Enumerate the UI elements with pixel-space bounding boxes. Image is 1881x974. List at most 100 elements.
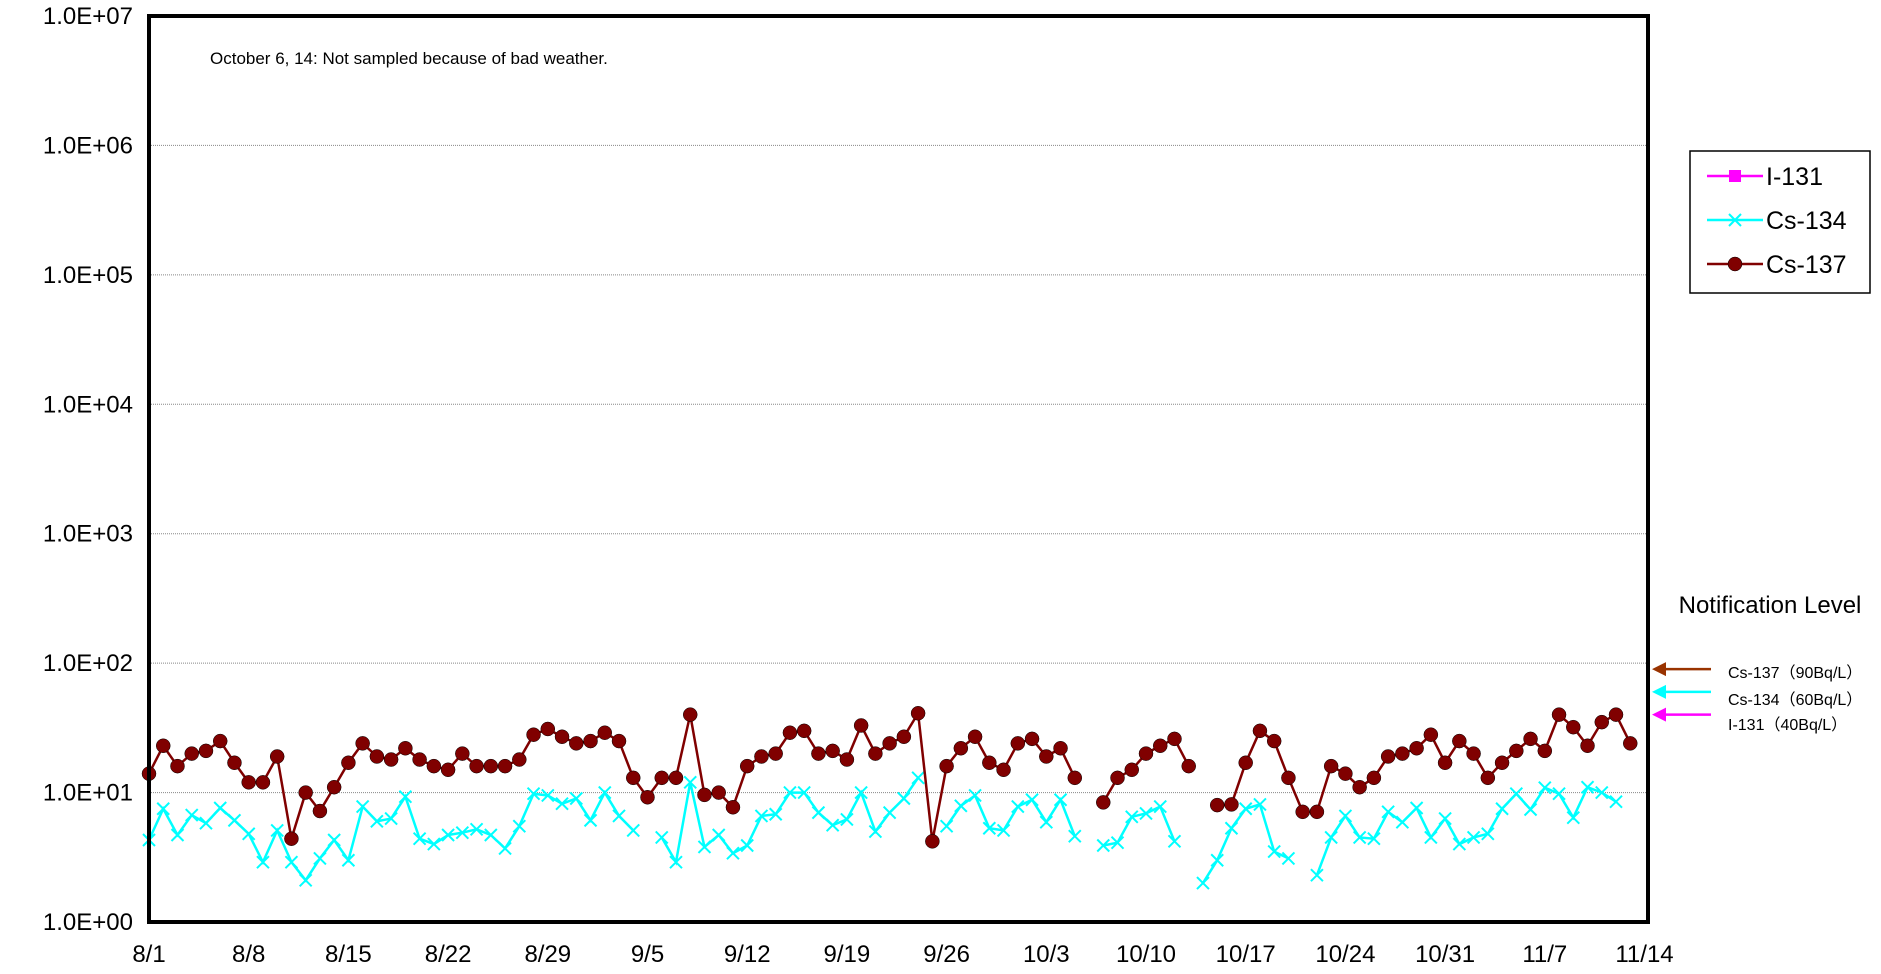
cs-134-point <box>797 785 811 800</box>
cs-134-point <box>911 771 925 785</box>
x-tick-label: 8/15 <box>325 941 372 968</box>
cs-137-point <box>1395 746 1410 761</box>
cs-137-point <box>839 752 855 767</box>
cs-134-point <box>1595 785 1609 800</box>
cs-137-point <box>925 834 940 849</box>
notification-title: Notification Level <box>1679 592 1862 619</box>
cs-137-point <box>1352 779 1367 795</box>
cs-134-point <box>569 791 583 806</box>
cs-137-point <box>1480 770 1496 786</box>
cs-134-point <box>469 822 484 837</box>
cs-137-point <box>626 770 641 786</box>
annotation: October 6, 14: Not sampled because of ba… <box>210 49 608 68</box>
cs-137-point <box>483 758 499 774</box>
legend-marker-i-131 <box>1729 170 1741 182</box>
cs-137-point <box>754 749 769 764</box>
cs-134-point <box>1011 799 1025 814</box>
cs-134-point <box>455 825 470 840</box>
x-tick-label: 11/14 <box>1615 941 1673 968</box>
cs-137-point <box>725 800 741 815</box>
cs-134-point <box>669 855 683 869</box>
cs-134-point <box>1409 801 1424 815</box>
notification-arrowhead-cs-134 <box>1652 684 1666 699</box>
cs-137-point <box>1608 707 1624 722</box>
cs-137-point <box>1566 719 1581 735</box>
cs-137-point <box>512 752 527 767</box>
cs-134-point <box>370 814 384 828</box>
cs-134-point <box>1025 793 1039 807</box>
cs-134-point <box>811 805 826 820</box>
cs-134-point <box>341 853 356 867</box>
cs-137-point <box>811 746 826 761</box>
cs-137-point <box>1181 758 1196 774</box>
cs-134-point <box>384 811 398 826</box>
cs-137-point <box>412 752 427 767</box>
cs-134-point <box>1224 821 1239 835</box>
notification-arrowhead-cs-137 <box>1652 662 1666 677</box>
y-tick-label: 1.0E+05 <box>43 262 133 289</box>
cs-137-point <box>910 706 926 721</box>
y-axis: 1.0E+00 1.0E+01 1.0E+02 1.0E+03 1.0E+04 1.0E+… <box>43 3 133 936</box>
cs-134-point <box>697 840 712 854</box>
x-tick-label: 10/17 <box>1216 941 1276 968</box>
cs-137-point <box>1124 762 1140 778</box>
cs-137-point <box>697 787 712 803</box>
cs-137-point <box>170 758 185 774</box>
cs-137-point <box>184 746 199 761</box>
cs-134-point <box>241 827 256 841</box>
cs-134-point <box>754 809 769 823</box>
cs-137-point <box>1238 755 1253 770</box>
cs-137-point <box>1580 738 1595 754</box>
legend-label-cs-137: Cs-137 <box>1766 251 1847 279</box>
cs-134-line <box>945 793 1076 837</box>
cs-134-point <box>1495 802 1509 816</box>
cs-137-point <box>782 725 798 740</box>
cs-134-point <box>170 828 185 842</box>
cs-134-point <box>626 823 640 838</box>
notification-arrowhead-i-131 <box>1652 707 1666 722</box>
cs-137-point <box>1252 723 1268 739</box>
cs-137-point <box>1523 731 1538 747</box>
y-tick-label: 1.0E+03 <box>43 521 133 548</box>
legend-label-i-131: I-131 <box>1766 163 1823 191</box>
cs-134-point <box>1096 838 1110 853</box>
cs-134-point <box>398 789 413 804</box>
x-tick-label: 10/3 <box>1023 941 1070 968</box>
cs-137-point <box>1309 804 1325 820</box>
cs-137-point <box>341 755 356 770</box>
cs-137-point <box>583 733 598 749</box>
cs-134-point <box>868 824 883 839</box>
cs-137-point <box>1224 797 1239 812</box>
cs-137-point <box>796 723 812 739</box>
cs-137-point <box>953 741 969 756</box>
cs-137-point <box>1323 758 1339 774</box>
cs-134-point <box>583 813 598 828</box>
cs-134-point <box>284 855 299 869</box>
cs-134-point <box>199 816 213 830</box>
y-tick-label: 1.0E+07 <box>43 3 133 30</box>
cs-134-point <box>555 797 569 811</box>
x-tick-label: 11/7 <box>1522 941 1567 968</box>
cs-137-point <box>540 721 556 737</box>
cs-134-point <box>512 819 527 833</box>
cs-137-point <box>269 749 285 764</box>
cs-137-point <box>825 743 840 759</box>
cs-137-point <box>1409 741 1424 756</box>
cs-137-point <box>241 775 256 790</box>
cs-137-point <box>1152 738 1168 754</box>
legend-label-cs-134: Cs-134 <box>1766 207 1847 235</box>
cs-134-point <box>270 823 284 838</box>
cs-137-point <box>1067 770 1083 786</box>
cs-137-point <box>569 736 584 751</box>
x-axis: 8/1 8/8 8/15 8/22 8/29 9/5 9/12 9/19 9/26 10/3 10/… <box>132 941 1673 968</box>
cs-134-point <box>256 855 270 869</box>
cs-137-point <box>1338 766 1353 781</box>
cs-137-point <box>868 746 883 761</box>
cs-134-point <box>1139 806 1153 821</box>
cs-137-point <box>896 729 912 744</box>
cs-137-point <box>1024 731 1040 747</box>
cs-137-point <box>739 758 755 774</box>
cs-137-point <box>1466 746 1481 761</box>
cs-137-point <box>996 762 1011 778</box>
cs-137-point <box>1494 755 1510 770</box>
